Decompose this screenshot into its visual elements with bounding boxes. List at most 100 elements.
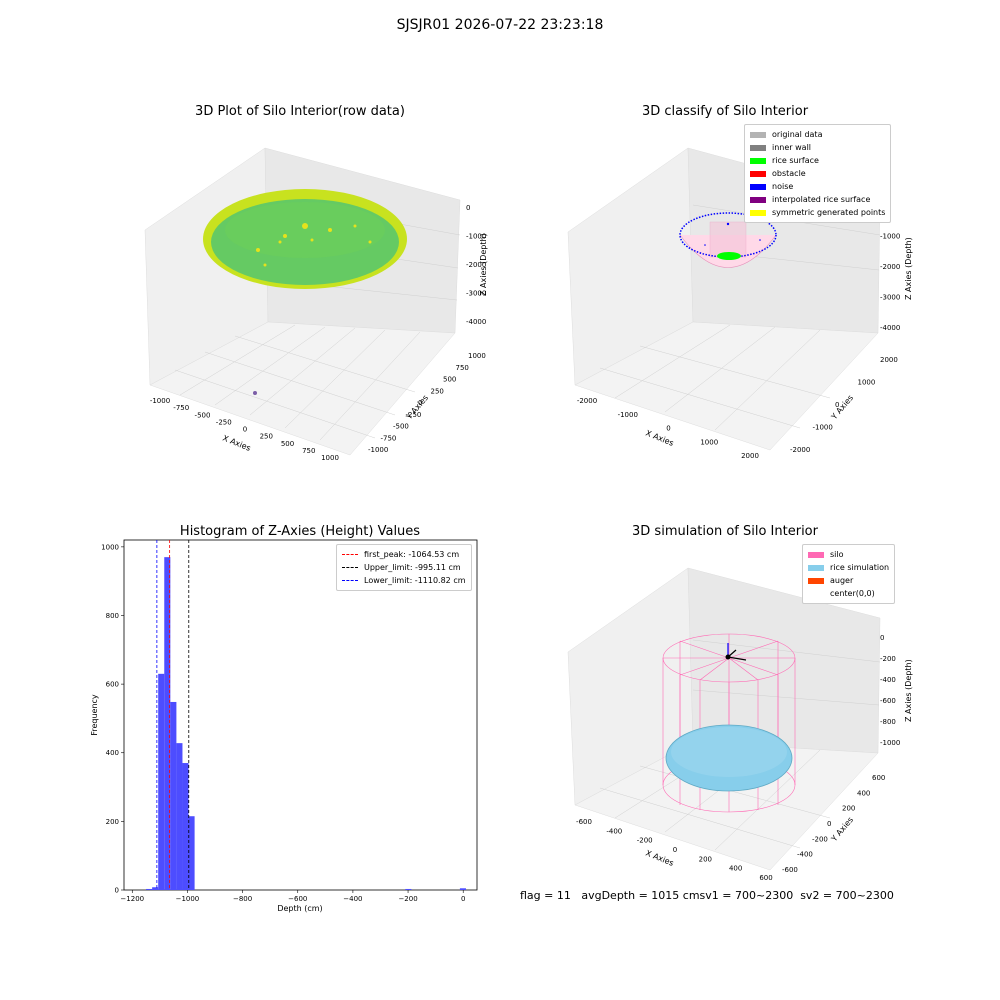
raw-z-ticks: 0 -1000 -2000 -3000 -4000	[466, 204, 486, 326]
sim-y-tick-4: 200	[842, 805, 855, 813]
classify-legend-color-swatch	[750, 170, 766, 177]
classify-legend-color-swatch	[750, 209, 766, 216]
classify-legend-color-swatch	[750, 157, 766, 164]
classify-inner-wall	[709, 221, 747, 258]
raw-y-tick-8: 1000	[468, 352, 486, 360]
histogram-x-tick-3: −600	[288, 895, 307, 903]
classify-y-tick-1: -1000	[813, 424, 833, 432]
classify-legend-label: inner wall	[772, 143, 812, 152]
histogram-title: Histogram of Z-Axies (Height) Values	[179, 524, 421, 539]
histogram-bar-6	[182, 763, 189, 890]
simulation-legend-color-swatch	[808, 564, 824, 571]
classify-y-tick-0: -2000	[790, 446, 810, 454]
raw-x-tick-3: -250	[216, 418, 232, 426]
sim-center-point	[725, 654, 731, 660]
sim-z-ticks: 0 -200 -400 -600 -800 -1000	[880, 634, 900, 747]
classify-legend-label: symmetric generated points	[772, 208, 886, 217]
histogram-legend: first_peak: -1064.53 cm Upper_limit: -995…	[336, 544, 472, 591]
histogram-bar-9	[459, 888, 466, 890]
histogram-bar-8	[405, 888, 412, 890]
classify-z-tick-3: -3000	[880, 294, 900, 302]
sim-z-tick-4: -800	[880, 718, 896, 726]
sim-z-tick-1: -200	[880, 655, 896, 663]
figure-title: SJSJR01 2026-07-22 23:23:18	[396, 17, 604, 33]
classify-legend-label: rice surface	[772, 156, 819, 165]
histogram-legend-item-1: Upper_limit: -995.11 cm	[342, 561, 466, 574]
sim-x-ticks: -600 -400 -200 0 200 400 600	[576, 818, 773, 882]
raw-z-tick-3: -3000	[466, 290, 486, 298]
histogram-y-tick-5: 1000	[101, 543, 119, 551]
histogram-x-tick-6: 0	[461, 895, 465, 903]
histogram-vlines	[156, 540, 190, 890]
histogram-y-tick-3: 600	[106, 681, 119, 689]
classify-legend-item-1: inner wall	[750, 141, 885, 154]
simulation-legend-item-0: silo	[808, 548, 889, 561]
sim-axis-x	[727, 656, 747, 661]
histogram-legend-item-2: Lower_limit: -1110.82 cm	[342, 574, 466, 587]
histogram-bar-2	[158, 673, 165, 890]
classify-noise-ring	[679, 212, 777, 258]
classify-x-tick-3: 1000	[700, 438, 718, 446]
sim-y-tick-2: -200	[812, 835, 828, 843]
classify-x-tick-0: -2000	[577, 397, 597, 405]
classify-z-tick-2: -2000	[880, 263, 900, 271]
sim-x-tick-3: 0	[673, 846, 677, 854]
histogram-y-tick-2: 400	[106, 749, 119, 757]
classify-legend-label: interpolated rice surface	[772, 195, 871, 204]
classify-plot-title: 3D classify of Silo Interior	[641, 104, 809, 119]
histogram-x-tick-2: −800	[233, 895, 252, 903]
sim-x-tick-1: -400	[606, 827, 622, 835]
classify-legend-item-3: obstacle	[750, 167, 885, 180]
classify-legend-label: noise	[772, 182, 794, 191]
simulation-legend-item-3: center(0,0)	[808, 587, 889, 600]
raw-z-tick-1: -1000	[466, 233, 486, 241]
sim-y-tick-0: -600	[782, 866, 798, 874]
simulation-legend-color-swatch	[808, 590, 824, 597]
classify-x-tick-2: 0	[666, 425, 670, 433]
classify-legend-color-swatch	[750, 144, 766, 151]
sim-x-tick-0: -600	[576, 818, 592, 826]
raw-x-tick-2: -500	[195, 411, 211, 419]
histogram-bar-1	[152, 887, 159, 890]
sim-y-label: Y Axies	[829, 815, 855, 844]
histogram-x-tick-5: −200	[398, 895, 417, 903]
classify-z-tick-4: -4000	[880, 324, 900, 332]
classify-legend-item-6: symmetric generated points	[750, 206, 885, 219]
histogram-axes-frame	[123, 539, 478, 891]
raw-x-tick-0: -1000	[150, 397, 170, 405]
histogram-legend-label: Lower_limit: -1110.82 cm	[364, 576, 466, 585]
simulation-legend-label: rice simulation	[830, 563, 890, 572]
raw-outlier-point	[253, 391, 257, 395]
classify-y-tick-2: 0	[835, 401, 839, 409]
raw-plot-title: 3D Plot of Silo Interior(row data)	[195, 104, 405, 119]
raw-z-label: Z Axies (Depth)	[479, 233, 488, 296]
raw-y-tick-6: 500	[443, 376, 456, 384]
classify-x-tick-1: -1000	[618, 411, 638, 419]
classify-legend-color-swatch	[750, 196, 766, 203]
histogram-y-tick-0: 0	[115, 887, 119, 895]
histogram-bar-5	[176, 743, 183, 890]
histogram-bars	[146, 557, 466, 890]
simulation-legend-label: silo	[830, 550, 844, 559]
histogram-legend-label: first_peak: -1064.53 cm	[364, 550, 460, 559]
sim-y-tick-3: 0	[827, 820, 831, 828]
sim-z-tick-5: -1000	[880, 739, 900, 747]
classify-legend-item-4: noise	[750, 180, 885, 193]
sim-z-tick-0: 0	[880, 634, 884, 642]
sim-pane-floor	[574, 741, 879, 871]
raw-y-tick-7: 750	[456, 364, 469, 372]
classify-legend-label: obstacle	[772, 169, 806, 178]
histogram-y-ticks: 0 200 400 600 800 1000	[101, 543, 124, 895]
histogram-x-tick-4: −400	[343, 895, 362, 903]
classify-legend-item-5: interpolated rice surface	[750, 193, 885, 206]
classify-z-label: Z Axies (Depth)	[904, 237, 913, 300]
sim-x-tick-5: 400	[729, 865, 742, 873]
simulation-legend-color-swatch	[808, 551, 824, 558]
raw-y-tick-2: -500	[393, 423, 409, 431]
simulation-legend-label: auger	[830, 576, 854, 585]
histogram-y-label: Frequency	[90, 694, 99, 736]
classify-legend-label: original data	[772, 130, 823, 139]
histogram-bar-7	[188, 816, 195, 890]
